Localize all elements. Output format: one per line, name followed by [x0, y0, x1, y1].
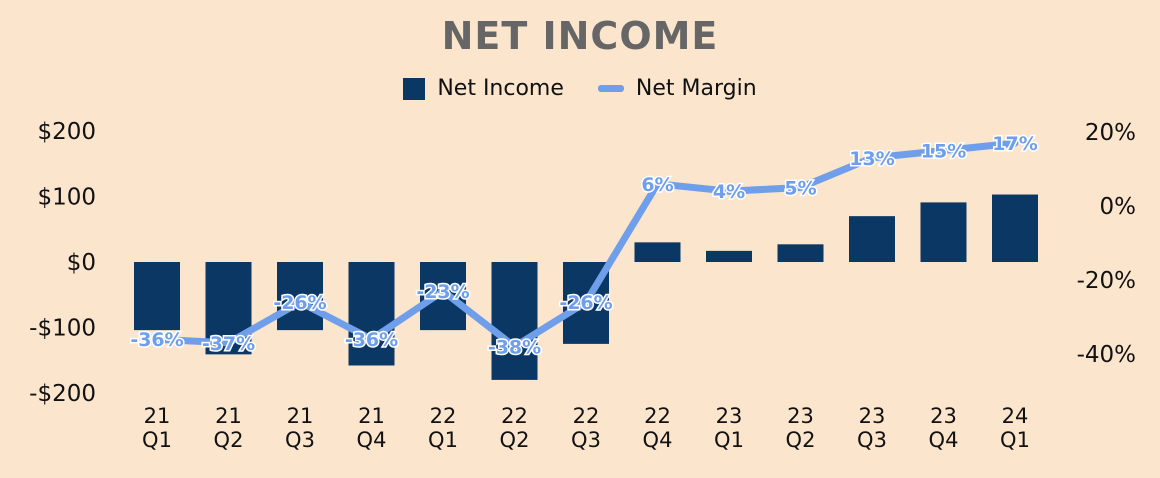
y-right-tick-label: -40%: [1077, 342, 1136, 368]
x-tick-label-quarter: Q3: [285, 428, 315, 452]
x-tick-label-year: 23: [787, 404, 814, 428]
data-label-net-margin: 15%: [921, 141, 966, 163]
x-tick-label-year: 22: [644, 404, 671, 428]
bar-net-income: [920, 202, 967, 262]
bar-net-income: [992, 194, 1038, 262]
bar-net-income: [348, 262, 395, 366]
bar-net-income: [706, 250, 752, 262]
line-net-margin: [153, 139, 1019, 351]
y-left-tick-label: -$200: [29, 381, 96, 407]
x-tick-label-quarter: Q4: [357, 428, 387, 452]
x-tick-label-year: 23: [859, 404, 886, 428]
legend-swatch-net-income: [403, 77, 426, 100]
bar-net-income: [634, 242, 681, 262]
data-label-net-margin: 13%: [849, 148, 894, 170]
x-tick-label-year: 21: [358, 404, 385, 428]
data-label-net-margin: -26%: [559, 292, 612, 314]
data-label-net-margin: -38%: [488, 337, 541, 359]
chart-title: NET INCOME: [441, 14, 719, 58]
x-tick-label-quarter: Q4: [643, 428, 673, 452]
y-right-tick-label: 0%: [1100, 194, 1137, 220]
legend-item-net-margin: Net Margin: [597, 76, 757, 101]
bar-net-income: [849, 216, 895, 262]
bar-net-income: [134, 262, 180, 331]
data-label-net-margin: 6%: [641, 174, 673, 196]
legend-label-net-income: Net Income: [437, 76, 564, 101]
data-label-net-margin: -36%: [345, 329, 398, 351]
bar-net-income: [420, 262, 466, 331]
legend-item-net-income: Net Income: [403, 76, 564, 101]
bar-net-income: [277, 262, 323, 331]
x-tick-label-year: 22: [430, 404, 457, 428]
y-left-tick-label: $0: [67, 250, 96, 276]
x-tick-label-quarter: Q3: [571, 428, 601, 452]
data-label-net-margin: -37%: [202, 333, 255, 355]
x-tick-label-year: 23: [930, 404, 957, 428]
x-tick-label-quarter: Q1: [428, 428, 458, 452]
data-label-net-margin: 4%: [713, 181, 745, 203]
x-tick-label-quarter: Q1: [1000, 428, 1030, 452]
x-tick-label-quarter: Q2: [500, 428, 530, 452]
x-tick-label-quarter: Q2: [786, 428, 816, 452]
x-tick-label-year: 21: [215, 404, 242, 428]
y-left-tick-label: $200: [37, 119, 96, 145]
legend-label-net-margin: Net Margin: [635, 76, 757, 101]
x-tick-label-quarter: Q1: [142, 428, 172, 452]
x-tick-label-year: 21: [287, 404, 314, 428]
data-label-net-margin: 5%: [784, 178, 816, 200]
legend-swatch-net-margin: [597, 85, 624, 92]
y-right-tick-label: 20%: [1085, 120, 1136, 146]
y-left-tick-label: $100: [37, 185, 96, 211]
data-label-net-margin: 17%: [992, 133, 1037, 155]
x-tick-label-quarter: Q4: [929, 428, 959, 452]
x-tick-label-year: 23: [716, 404, 743, 428]
x-tick-label-quarter: Q2: [214, 428, 244, 452]
x-tick-label-quarter: Q1: [714, 428, 744, 452]
data-label-net-margin: -23%: [416, 281, 469, 303]
x-tick-label-year: 24: [1002, 404, 1029, 428]
x-tick-label-year: 22: [573, 404, 600, 428]
bar-net-income: [777, 244, 824, 262]
data-label-net-margin: -36%: [130, 329, 183, 351]
bar-net-income: [491, 262, 538, 380]
data-label-net-margin: -26%: [273, 292, 326, 314]
y-left-tick-label: -$100: [29, 316, 96, 342]
legend: Net Income Net Margin: [0, 76, 1160, 101]
x-tick-label-year: 22: [501, 404, 528, 428]
x-tick-label-quarter: Q3: [857, 428, 887, 452]
y-right-tick-label: -20%: [1077, 268, 1136, 294]
x-tick-label-year: 21: [144, 404, 171, 428]
